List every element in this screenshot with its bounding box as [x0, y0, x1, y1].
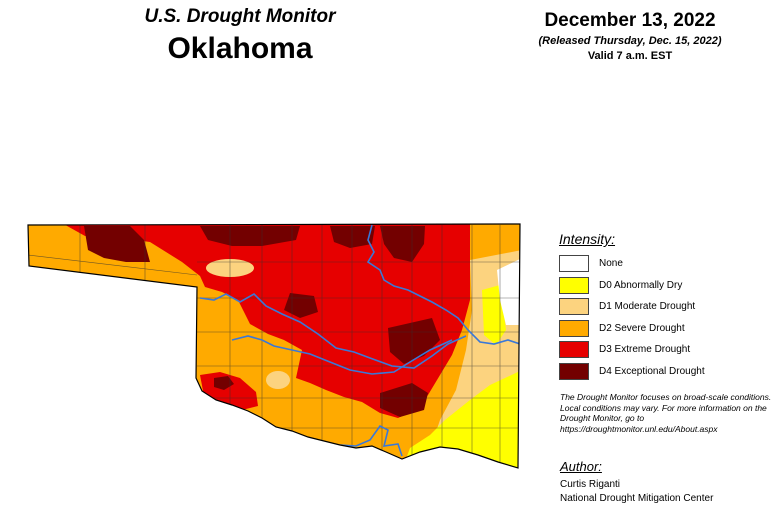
- legend-label: D0 Abnormally Dry: [599, 279, 683, 291]
- d4-region-north: [200, 226, 300, 246]
- swatch-d0: [559, 276, 589, 294]
- legend-item-d3: D3 Extreme Drought: [559, 339, 769, 361]
- river-canadian: [231, 335, 453, 375]
- swatch-d1: [559, 298, 589, 316]
- swatch-none: [559, 255, 589, 273]
- legend-label: None: [599, 258, 623, 270]
- map-date: December 13, 2022: [544, 10, 716, 31]
- d1-patch-west: [266, 371, 290, 389]
- d4-region-panhandle: [84, 226, 150, 262]
- release-note: (Released Thursday, Dec. 15, 2022): [538, 35, 722, 47]
- legend-item-d4: D4 Exceptional Drought: [559, 361, 769, 383]
- legend-label: D2 Severe Drought: [599, 322, 685, 334]
- none-region-northeast: [497, 258, 520, 325]
- d4-region-central: [284, 293, 318, 318]
- d4-region-west: [214, 376, 234, 390]
- author-title: Author:: [560, 459, 602, 474]
- legend-title: Intensity:: [559, 231, 616, 247]
- swatch-d2: [559, 319, 589, 337]
- map-header-right: December 13, 2022 (Released Thursday, De…: [505, 10, 755, 62]
- valid-time: Valid 7 a.m. EST: [587, 50, 673, 62]
- river-arkansas: [366, 224, 520, 345]
- d3-region-main: [60, 224, 470, 418]
- d4-region-south-central: [380, 383, 428, 417]
- swatch-d4: [559, 362, 589, 380]
- river-cimarron: [199, 293, 467, 369]
- legend-label: D4 Exceptional Drought: [599, 365, 705, 377]
- legend-label: D1 Moderate Drought: [599, 301, 696, 313]
- legend-label: D3 Extreme Drought: [599, 344, 691, 356]
- d4-region-northeast: [380, 226, 425, 262]
- author-name: Curtis Riganti: [560, 479, 621, 490]
- rivers: [199, 224, 520, 457]
- map-header-left: U.S. Drought Monitor Oklahoma: [120, 6, 360, 66]
- map-title: Oklahoma: [167, 32, 313, 65]
- legend-item-none: None: [559, 253, 769, 275]
- author-block: Author: Curtis Riganti National Drought …: [560, 459, 770, 506]
- state-outline: [27, 223, 521, 469]
- river-red: [339, 424, 403, 457]
- d4-region-northcentral: [330, 226, 375, 248]
- author-org: National Drought Mitigation Center: [560, 493, 714, 504]
- swatch-d3: [559, 341, 589, 359]
- legend: Intensity: None D0 Abnormally Dry D1 Mod…: [559, 231, 769, 382]
- disclaimer-note: The Drought Monitor focuses on broad-sca…: [560, 392, 772, 434]
- legend-item-d1: D1 Moderate Drought: [559, 296, 769, 318]
- legend-item-d0: D0 Abnormally Dry: [559, 275, 769, 297]
- legend-item-d2: D2 Severe Drought: [559, 318, 769, 340]
- map-subtitle: U.S. Drought Monitor: [144, 6, 336, 27]
